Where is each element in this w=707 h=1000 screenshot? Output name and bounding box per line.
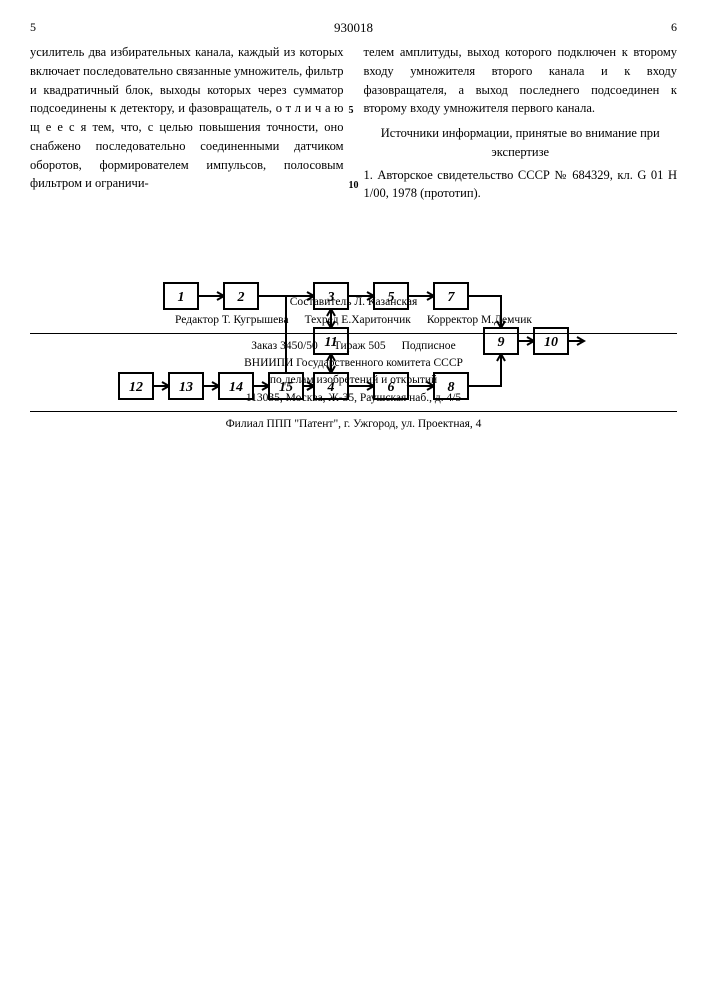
footer-address1: 113035, Москва, Ж-35, Раушская наб., д. …	[30, 390, 677, 407]
footer-circulation: Тираж 505	[334, 338, 386, 355]
footer-divider-2	[30, 411, 677, 412]
sources-heading: Источники информации, принятые во вниман…	[364, 124, 678, 162]
footer: Составитель Л. Казанская Редактор Т. Куг…	[30, 294, 677, 433]
left-column: усилитель два избирательных канала, кажд…	[30, 43, 344, 203]
footer-tech: Техред Е.Харитончик	[305, 312, 411, 329]
footer-address2: Филиал ППП "Патент", г. Ужгород, ул. Про…	[30, 416, 677, 433]
footer-subscription: Подписное	[402, 338, 456, 355]
footer-order-row: Заказ 3450/50 Тираж 505 Подписное	[30, 338, 677, 355]
page-num-left: 5	[30, 20, 36, 35]
footer-org1: ВНИИПИ Государственного комитета СССР	[30, 355, 677, 372]
page-num-right: 6	[671, 20, 677, 35]
footer-org2: по делам изобретений и открытий	[30, 372, 677, 389]
footer-compiler: Составитель Л. Казанская	[30, 294, 677, 311]
footer-order: Заказ 3450/50	[251, 338, 318, 355]
footer-editor: Редактор Т. Кугрышева	[175, 312, 289, 329]
footer-credits: Редактор Т. Кугрышева Техред Е.Харитончи…	[30, 312, 677, 329]
footer-divider-1	[30, 333, 677, 334]
line-marker-10: 10	[349, 178, 359, 193]
source-1: 1. Авторское свидетельство СССР № 684329…	[364, 166, 678, 204]
right-column: 5 10 телем амплитуды, выход которого под…	[364, 43, 678, 203]
page: 5 930018 6 усилитель два избирательных к…	[0, 0, 707, 463]
footer-corrector: Корректор М.Демчик	[427, 312, 532, 329]
left-column-text: усилитель два избирательных канала, кажд…	[30, 45, 344, 190]
text-columns: усилитель два избирательных канала, кажд…	[30, 43, 677, 203]
line-marker-5: 5	[349, 103, 354, 118]
header-row: 5 930018 6	[30, 20, 677, 35]
document-number: 930018	[334, 20, 373, 36]
right-column-text1: телем амплитуды, выход которого подключе…	[364, 45, 678, 115]
